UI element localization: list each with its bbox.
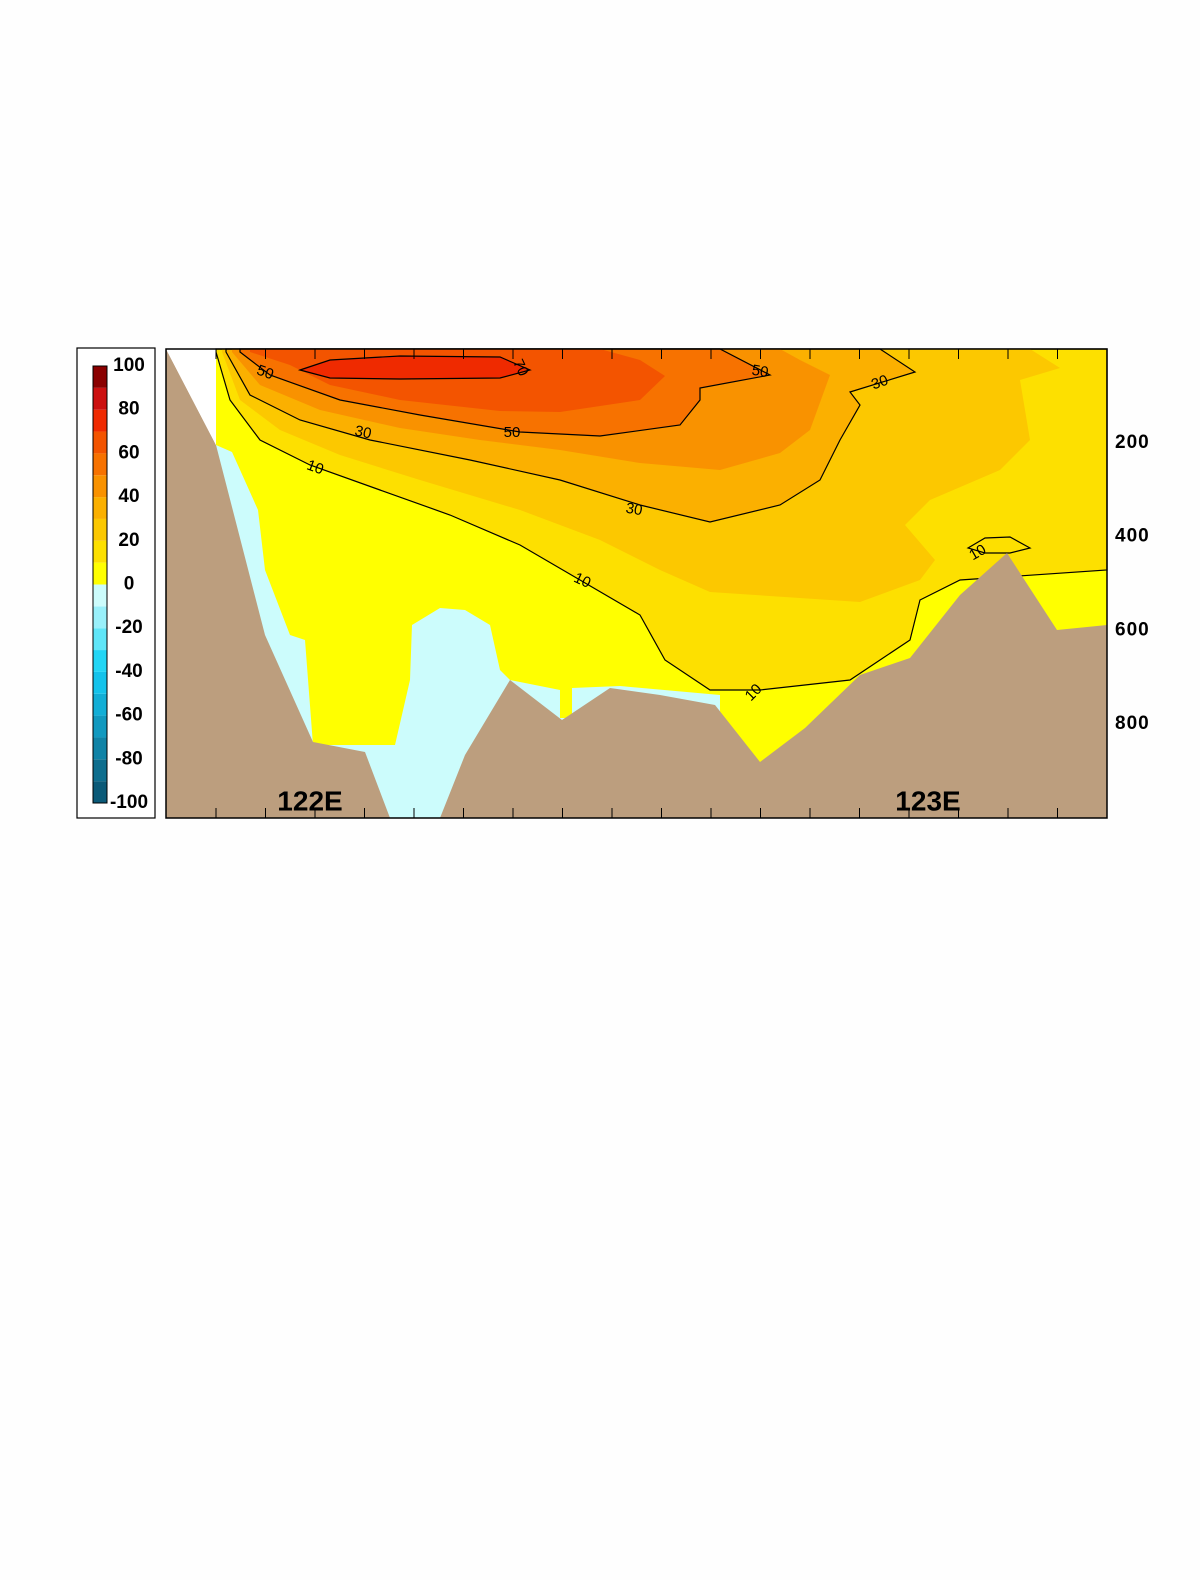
y-axis: 200 400 600 800 xyxy=(1115,432,1150,734)
y-tick-label: 200 xyxy=(1115,432,1150,453)
colorbar-tick-label: -60 xyxy=(115,705,142,726)
colorbar-tick-label: 60 xyxy=(118,442,139,463)
colorbar-bin xyxy=(93,453,107,476)
colorbar-tick-label: 0 xyxy=(124,574,135,595)
region xyxy=(966,536,1032,554)
y-tick-label: 800 xyxy=(1115,713,1150,734)
colorbar-tick-label: -80 xyxy=(115,748,142,769)
land xyxy=(166,349,1107,818)
colorbar-bin xyxy=(93,584,107,607)
colorbar-tick-label: -20 xyxy=(115,617,142,638)
colorbar-bin xyxy=(93,475,107,498)
colorbar-bin xyxy=(93,715,107,738)
contour-label: 30 xyxy=(624,500,643,520)
colorbar-tick-label: 80 xyxy=(118,399,139,420)
land-right xyxy=(440,553,1107,818)
colorbar-bin xyxy=(93,387,107,410)
y-tick-label: 600 xyxy=(1115,619,1150,640)
colorbar-tick-label: 100 xyxy=(113,355,145,376)
contour-label: 10 xyxy=(571,569,593,591)
colorbar: 100 80 60 40 20 0 -20 -40 -60 -80 -100 xyxy=(92,355,148,813)
region xyxy=(297,355,532,380)
land-left xyxy=(166,349,390,818)
colorbar-bin xyxy=(93,781,107,803)
colorbar-bin xyxy=(93,628,107,651)
contour-label: 10 xyxy=(304,457,325,479)
x-label: 123E xyxy=(895,785,960,816)
contour-label: 30 xyxy=(353,422,373,442)
y-tick-label: 400 xyxy=(1115,526,1150,547)
colorbar-bin xyxy=(93,431,107,454)
colorbar-bin xyxy=(93,606,107,629)
colorbar-bin xyxy=(93,693,107,716)
x-label: 122E xyxy=(277,785,342,816)
contour-label: 30 xyxy=(869,372,890,394)
blank-area xyxy=(166,349,216,445)
colorbar-tick-label: 20 xyxy=(118,530,139,551)
colorbar-bin xyxy=(93,650,107,672)
colorbar-tick-label: -40 xyxy=(115,661,142,682)
plot-frame xyxy=(165,348,1108,819)
colorbar-bin xyxy=(93,671,107,694)
contour-label: 70 xyxy=(509,357,531,379)
x-ticks xyxy=(215,349,1058,818)
colorbar-tick-label: 40 xyxy=(118,486,139,507)
contour-label: 10 xyxy=(966,541,989,564)
colorbar-tick-label: -100 xyxy=(110,792,148,813)
colorbar-outline xyxy=(92,365,108,804)
contour-label: 50 xyxy=(504,424,521,441)
colorbar-bin xyxy=(93,562,107,585)
colorbar-bin xyxy=(93,540,107,563)
colorbar-bin xyxy=(93,759,107,782)
colorbar-bin xyxy=(93,497,107,519)
colorbar-frame xyxy=(76,347,156,819)
colorbar-bin xyxy=(93,366,107,388)
colorbar-bin xyxy=(93,518,107,541)
colorbar-bin xyxy=(93,737,107,760)
contour-label: 50 xyxy=(254,362,275,384)
contour-label: 50 xyxy=(750,362,769,382)
colorbar-bin xyxy=(93,409,107,432)
